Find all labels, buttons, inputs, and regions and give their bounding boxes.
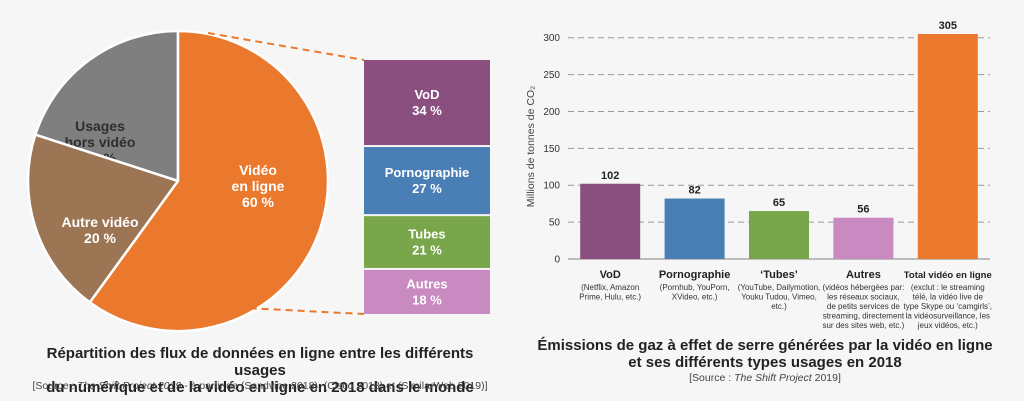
- bar-value-label: 305: [939, 20, 957, 32]
- right-caption: Émissions de gaz à effet de serre généré…: [525, 337, 1005, 371]
- right-source-italic: The Shift Project: [734, 372, 812, 384]
- bar: [580, 183, 641, 259]
- bar-value-label: 56: [857, 204, 869, 216]
- left-caption-line2: du numérique et de la vidéo en ligne en …: [46, 379, 474, 396]
- left-source: [Source : The Shift Project 2019 - à par…: [20, 380, 500, 392]
- x-category-note: (Netflix, Amazon Prime, Hulu, etc.): [579, 283, 641, 302]
- left-source-prefix: [Source :: [32, 380, 78, 392]
- right-source-suffix: 2019]: [811, 372, 841, 384]
- pie-slice-label: Vidéo en ligne 60 %: [232, 162, 285, 210]
- stacked-segment-label: Tubes 21 %: [408, 227, 445, 258]
- right-caption-line2: et ses différents types usages en 2018: [628, 354, 902, 371]
- stacked-segment-label: VoD 34 %: [412, 87, 442, 118]
- pie-slice: [26, 133, 181, 305]
- bar-value-label: 102: [601, 170, 619, 182]
- x-category-label: Pornographie: [659, 269, 731, 281]
- y-tick-label: 150: [543, 144, 560, 155]
- x-category-label: Autres: [846, 269, 881, 281]
- right-source: [Source : The Shift Project 2019]: [525, 372, 1005, 384]
- stacked-segment: [364, 147, 490, 215]
- x-category-label: VoD: [600, 269, 621, 281]
- y-tick-label: 300: [543, 33, 560, 44]
- x-category-note: (YouTube, Dailymotion, Youku Tudou, Vimeo…: [738, 283, 821, 311]
- bar-value-label: 65: [773, 197, 785, 209]
- right-source-prefix: [Source :: [689, 372, 735, 384]
- y-tick-label: 100: [543, 181, 560, 192]
- bar: [664, 198, 725, 259]
- bar: [833, 217, 894, 259]
- connector-line-top: [207, 32, 365, 61]
- x-category-note: (exclut : le streaming télé, la vidéo liv…: [904, 283, 992, 330]
- left-caption-line1: Répartition des flux de données en ligne…: [46, 345, 474, 379]
- y-tick-label: 250: [543, 70, 560, 81]
- x-category-note: (Pornhub, YouPorn, XVideo, etc.): [660, 283, 730, 302]
- pie-slice: [88, 29, 330, 333]
- stacked-segment: [364, 216, 490, 268]
- bar: [749, 211, 809, 259]
- x-category-label: ‘Tubes’: [760, 269, 798, 281]
- stacked-segment-label: Pornographie 27 %: [385, 165, 470, 196]
- stacked-segment-label: Autres 18 %: [406, 277, 447, 308]
- y-axis-label: Millions de tonnes de CO₂: [525, 86, 537, 207]
- stacked-segment: [364, 60, 490, 146]
- connector-line-bottom: [93, 299, 365, 315]
- bar: [917, 34, 978, 259]
- stacked-segment: [364, 269, 490, 314]
- right-caption-line1: Émissions de gaz à effet de serre généré…: [537, 337, 993, 354]
- pie-slice-label: Autre vidéo 20 %: [61, 214, 138, 246]
- x-category-label: Total vidéo en ligne: [904, 270, 992, 281]
- y-tick-label: 0: [554, 255, 560, 266]
- pie-slice: [33, 29, 180, 183]
- y-tick-label: 200: [543, 107, 560, 118]
- x-category-note: (vidéos hébergées par: les réseaux sociau…: [822, 283, 904, 330]
- y-tick-label: 50: [549, 218, 561, 229]
- left-source-italic: The Shift Project 2019: [77, 380, 182, 392]
- left-source-suffix: - à partir de (Sandvine 2018), (Cisco 20…: [181, 380, 488, 392]
- bar-value-label: 82: [688, 185, 700, 197]
- left-caption: Répartition des flux de données en ligne…: [20, 345, 500, 396]
